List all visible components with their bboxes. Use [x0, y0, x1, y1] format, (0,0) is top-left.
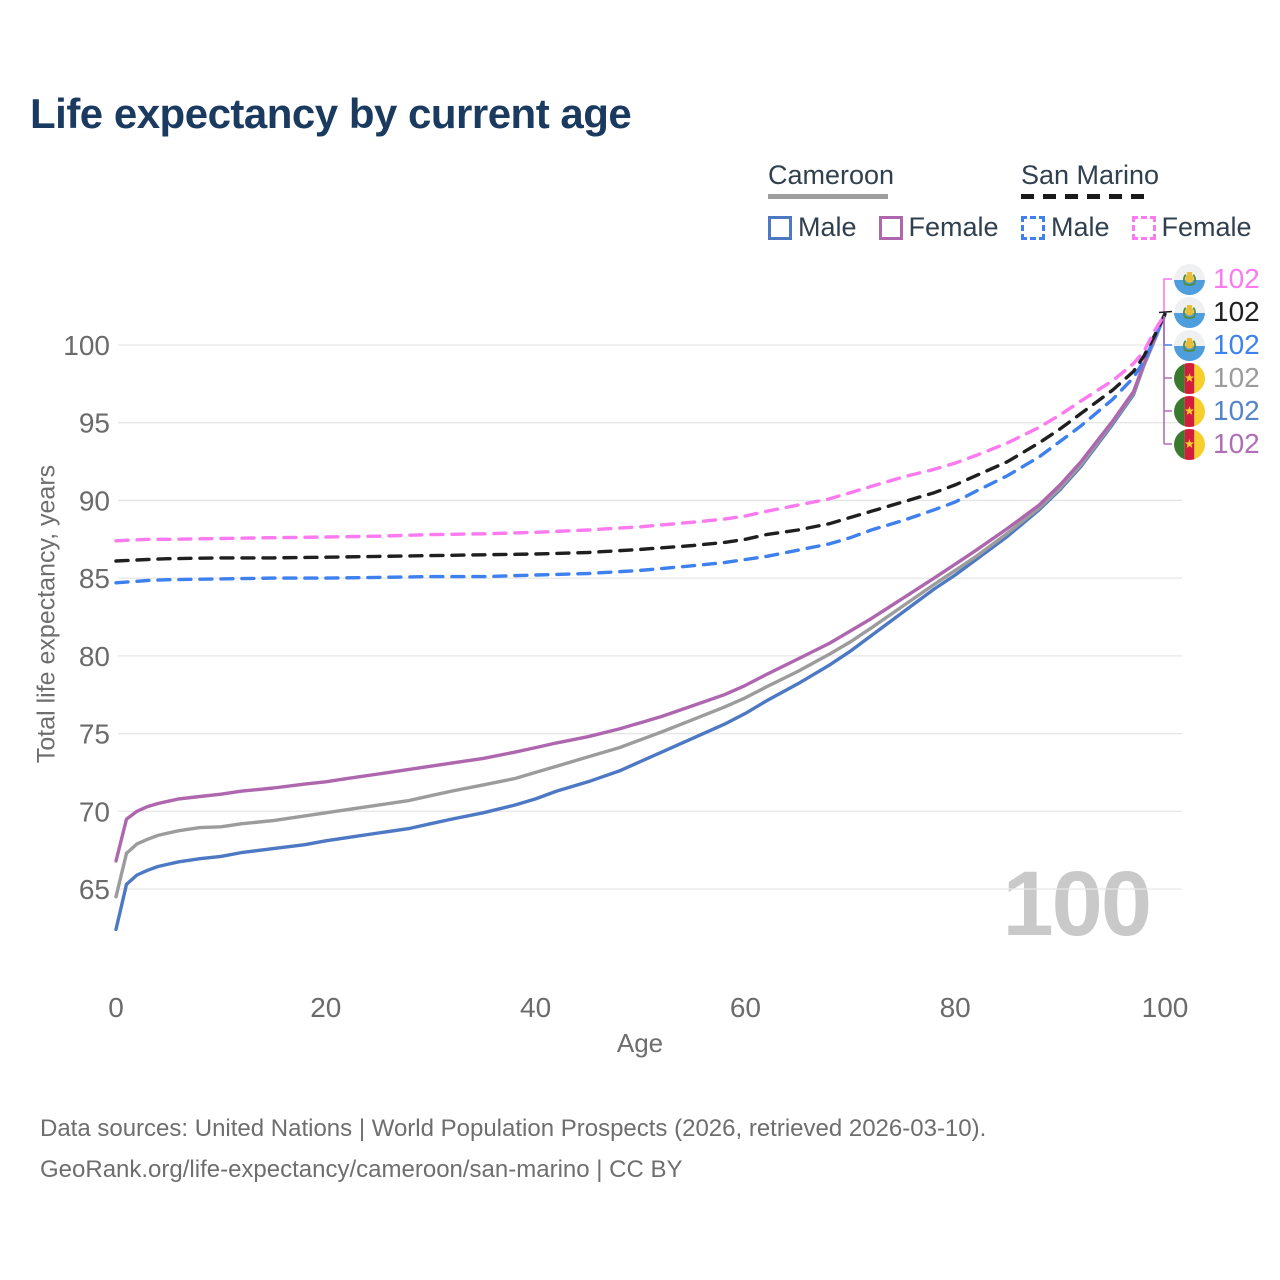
y-tick-label: 100 [63, 330, 110, 361]
y-tick-label: 75 [79, 719, 110, 750]
footer: Data sources: United Nations | World Pop… [40, 1108, 986, 1190]
cameroon-flag-icon [1174, 428, 1205, 460]
series-line [114, 312, 1167, 863]
series-line [114, 312, 1167, 543]
endpoint-san-marino-male: 102 [1174, 329, 1260, 361]
x-tick-label: 0 [108, 992, 124, 1023]
series-line [114, 312, 1167, 563]
legend-country-san-marino: San Marino [1021, 160, 1274, 203]
endpoint-cameroon-total: 102 [1174, 362, 1260, 394]
cameroon-flag-icon [1174, 362, 1205, 394]
y-axis-title: Total life expectancy, years [32, 464, 61, 764]
san-marino-flag-icon [1174, 296, 1205, 328]
legend-item-san-marino-male[interactable]: Male [1021, 212, 1110, 243]
x-tick-label: 40 [520, 992, 551, 1023]
legend-group-cameroon: Cameroon Male Female [768, 160, 1021, 243]
legend-item-label: Female [908, 212, 999, 242]
source-link[interactable]: GeoRank.org/life-expectancy/cameroon/san… [40, 1156, 683, 1183]
endpoint-value: 102 [1213, 362, 1260, 393]
san-marino-flag-icon [1174, 329, 1205, 361]
legend-item-label: Male [1051, 212, 1110, 242]
endpoint-value: 102 [1213, 329, 1260, 360]
cameroon-male-swatch-icon [768, 215, 792, 240]
data-sources-note: Data sources: United Nations | World Pop… [40, 1115, 987, 1142]
cameroon-female-swatch-icon [878, 215, 903, 240]
leader-bracket [1163, 316, 1172, 445]
series-line [114, 312, 1167, 932]
endpoint-value: 102 [1213, 395, 1260, 426]
cameroon-flag-icon [1174, 395, 1205, 427]
y-tick-label: 70 [79, 796, 110, 827]
legend-item-san-marino-female[interactable]: Female [1131, 212, 1252, 243]
x-axis-title: Age [616, 1028, 664, 1058]
san-marino-female-swatch-icon [1131, 215, 1156, 240]
cameroon-linestyle-swatch [768, 194, 888, 199]
endpoint-cameroon-male: 102 [1174, 395, 1260, 427]
x-tick-label: 100 [1142, 992, 1189, 1023]
legend-group-san-marino: San Marino Male Female [1021, 160, 1274, 243]
leader-line [1163, 316, 1172, 346]
san-marino-linestyle-swatch [1021, 194, 1150, 199]
endpoint-cameroon-female: 102 [1174, 428, 1260, 460]
age-counter-watermark: 100 [1002, 853, 1153, 955]
y-tick-label: 80 [79, 641, 110, 672]
page-title: Life expectancy by current age [30, 90, 632, 137]
x-tick-label: 20 [310, 992, 341, 1023]
legend-item-label: Female [1161, 212, 1252, 242]
legend-item-cameroon-female[interactable]: Female [878, 212, 999, 243]
legend-item-cameroon-male[interactable]: Male [768, 212, 857, 243]
y-tick-label: 90 [79, 485, 110, 516]
y-tick-label: 95 [79, 408, 110, 439]
x-tick-label: 80 [940, 992, 971, 1023]
leader-line [1163, 278, 1172, 313]
leader-line [1158, 310, 1173, 314]
endpoint-san-marino-total: 102 [1174, 296, 1260, 328]
series-line [114, 312, 1167, 585]
legend-country-cameroon: Cameroon [768, 160, 1021, 203]
endpoint-value: 102 [1213, 296, 1260, 327]
san-marino-flag-icon [1174, 263, 1205, 295]
legend-item-label: Male [798, 212, 857, 242]
endpoint-san-marino-female: 102 [1174, 263, 1260, 295]
x-tick-label: 60 [730, 992, 761, 1023]
y-tick-label: 65 [79, 874, 110, 905]
y-tick-label: 85 [79, 563, 110, 594]
endpoint-value: 102 [1213, 263, 1260, 294]
endpoint-value: 102 [1213, 428, 1260, 459]
series-line [114, 312, 1167, 899]
san-marino-male-swatch-icon [1021, 215, 1045, 240]
legend-country-label: Cameroon [768, 160, 895, 190]
legend-country-label: San Marino [1021, 160, 1160, 190]
